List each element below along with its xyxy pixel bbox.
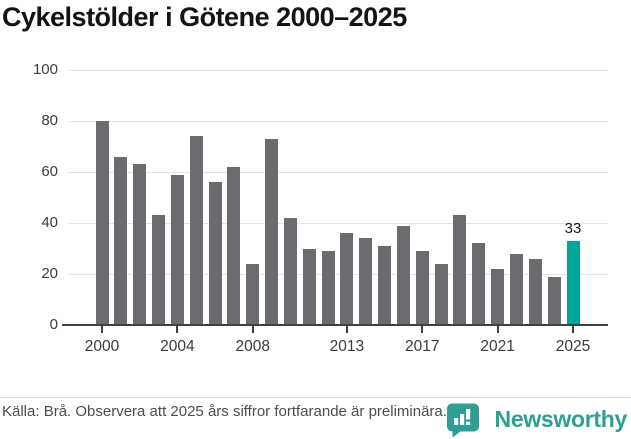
- bar-2015: [378, 245, 392, 325]
- x-tick-label: 2008: [235, 338, 270, 355]
- chart-title: Cykelstölder i Götene 2000–2025: [2, 2, 407, 32]
- y-tick-label: 20: [41, 265, 58, 282]
- bar-2008: [246, 263, 260, 325]
- x-tick-2017: [421, 326, 424, 333]
- gridline-60: [68, 172, 608, 173]
- y-tick-label: 100: [32, 61, 58, 78]
- bar-2000: [95, 121, 109, 325]
- bar-2020: [472, 243, 486, 325]
- bar-2019: [453, 215, 467, 325]
- bar-2010: [283, 217, 297, 325]
- bar-2009: [265, 138, 279, 325]
- x-tick-2013: [345, 326, 348, 333]
- x-tick-label: 2021: [480, 338, 515, 355]
- x-tick-2008: [251, 326, 254, 333]
- bar-chart: 0 20 40 60 80 100 33 2000 2004 2008 2013 2017 2021…: [32, 61, 608, 355]
- gridline-100: [68, 70, 608, 71]
- gridline-80: [68, 121, 608, 122]
- highlight-value-label: 33: [564, 219, 582, 237]
- bar-2006: [208, 182, 222, 325]
- bar-2001: [114, 156, 128, 325]
- bar-2023: [528, 258, 542, 325]
- bar-2002: [133, 164, 147, 325]
- bar-2024: [547, 276, 561, 325]
- gridline-40: [68, 223, 608, 224]
- bar-2011: [302, 248, 316, 325]
- x-tick-2000: [101, 326, 103, 333]
- x-tick-2004: [176, 326, 179, 333]
- newsworthy-logo-icon: [447, 403, 479, 438]
- bar-2021: [491, 268, 505, 325]
- y-tick-label: 80: [41, 112, 58, 129]
- x-tick-label: 2025: [555, 338, 591, 355]
- x-axis-line: [62, 324, 608, 326]
- y-tick-label: 40: [41, 214, 58, 231]
- x-tick-label: 2013: [329, 338, 365, 355]
- bar-2022: [509, 253, 523, 325]
- y-tick-label: 0: [49, 316, 58, 333]
- bar-2016: [396, 225, 410, 325]
- bar-2014: [359, 238, 373, 325]
- x-tick-label: 2017: [405, 338, 440, 355]
- bar-2017: [415, 251, 429, 325]
- bar-2018: [434, 263, 448, 325]
- x-tick-label: 2004: [160, 338, 195, 355]
- x-tick-2025: [572, 326, 574, 333]
- x-tick-label: 2000: [84, 338, 120, 355]
- bar-2012: [321, 251, 335, 325]
- bar-2007: [227, 166, 241, 325]
- x-tick-2021: [496, 326, 499, 333]
- source-note: Källa: Brå. Observera att 2025 års siffr…: [2, 403, 447, 420]
- newsworthy-wordmark: Newsworthy: [494, 406, 628, 432]
- y-tick-label: 60: [41, 163, 58, 180]
- bar-2003: [152, 215, 166, 325]
- bar-2013: [340, 233, 354, 325]
- bar-2025: [566, 240, 580, 325]
- bar-2004: [170, 174, 184, 325]
- bar-2005: [189, 136, 203, 325]
- gridline-20: [68, 274, 608, 275]
- footer: Källa: Brå. Observera att 2025 års siffr…: [0, 397, 631, 439]
